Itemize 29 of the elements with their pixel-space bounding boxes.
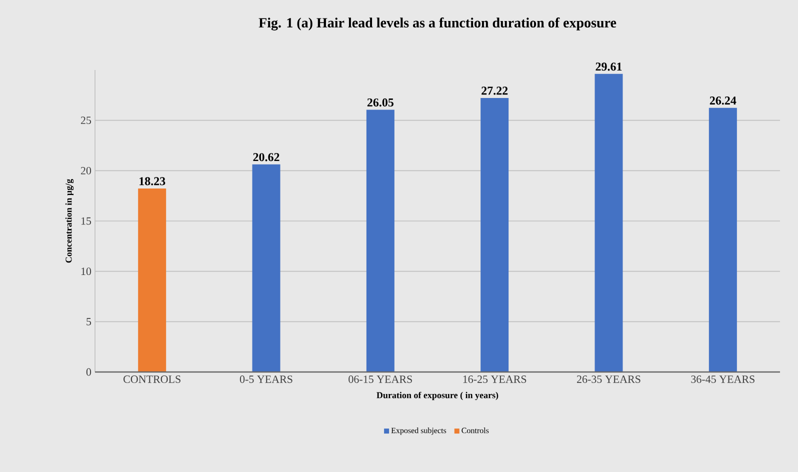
- data-label: 27.22: [482, 86, 508, 95]
- x-tick-label: 16-25 YEARS: [463, 376, 526, 383]
- data-label: 20.62: [253, 153, 280, 162]
- x-tick-label: 06-15 YEARS: [348, 376, 412, 383]
- data-label: 18.23: [140, 177, 166, 186]
- bar: [594, 74, 623, 372]
- bar: [480, 98, 509, 372]
- x-axis-title: Duration of exposure ( in years): [376, 392, 498, 400]
- y-tick-label: 25: [80, 116, 92, 124]
- y-axis-title: Concentration in µg/g: [65, 179, 74, 263]
- y-tick-label: 15: [81, 217, 92, 225]
- x-tick-label: 0-5 YEARS: [240, 376, 292, 383]
- data-label: 26.24: [710, 96, 736, 105]
- y-tick-label: 0: [86, 368, 92, 376]
- data-label: 26.05: [367, 98, 394, 107]
- chart-title: Fig. 1 (a) Hair lead levels as a function duration of exposure: [258, 18, 616, 30]
- data-label: 29.61: [596, 62, 622, 71]
- x-tick-label: 36-45 YEARS: [691, 376, 754, 383]
- bar: [708, 108, 737, 372]
- y-tick-label: 10: [81, 268, 92, 276]
- x-tick-label: 26-35 YEARS: [577, 376, 640, 383]
- legend-label: Controls: [462, 428, 489, 434]
- bar: [138, 188, 166, 372]
- bar: [366, 110, 394, 372]
- bar: [252, 164, 280, 372]
- y-tick-label: 20: [80, 166, 92, 174]
- legend-label: Exposed subjects: [391, 428, 446, 435]
- x-tick-label: CONTROLS: [124, 376, 180, 383]
- y-tick-label: 5: [86, 318, 92, 326]
